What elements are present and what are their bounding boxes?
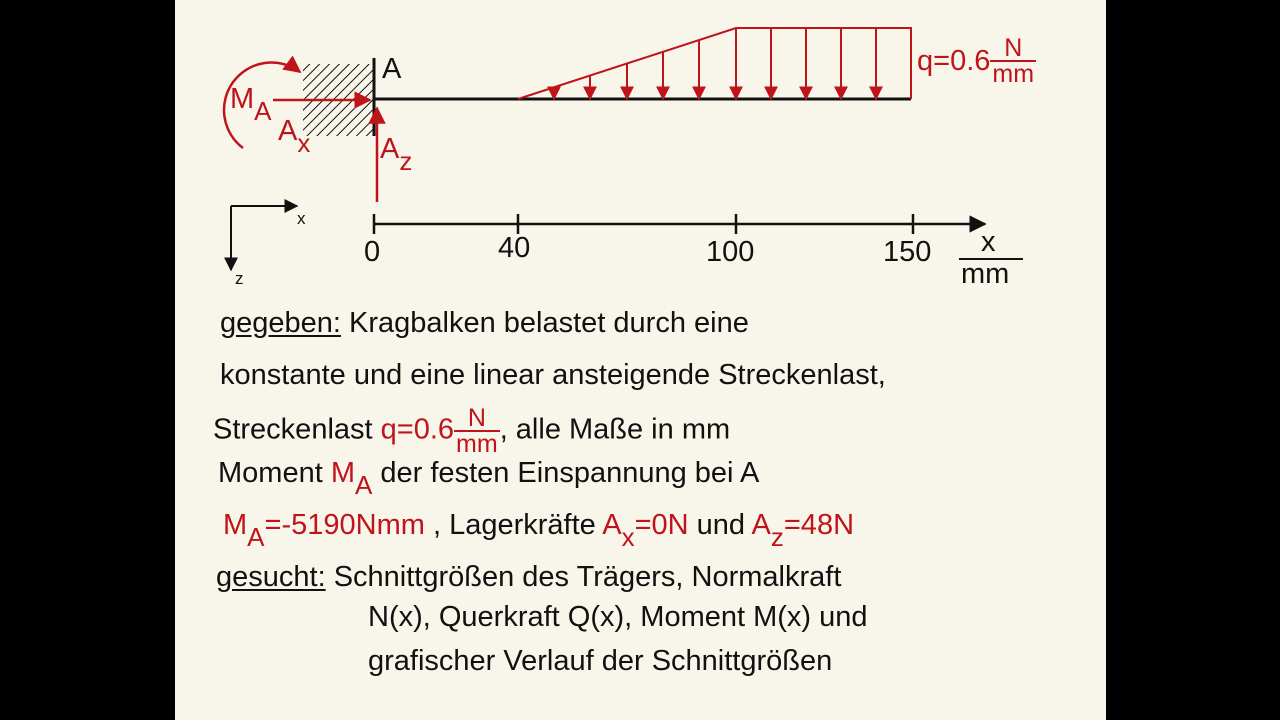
line4-pre: Moment — [218, 457, 323, 489]
given-line-5: MA=-5190Nmm , Lagerkräfte Ax=0N und Az=4… — [223, 508, 855, 552]
axis-tick-150: 150 — [883, 236, 932, 268]
moment-label: MA — [230, 83, 272, 126]
axis-tick-40: 40 — [498, 232, 531, 264]
axis-tick-marks — [372, 214, 915, 234]
line3-post: , alle Maße in mm — [499, 413, 731, 446]
line5-v1: =0N — [634, 509, 689, 541]
load-arrows — [547, 28, 883, 101]
sought-line-2: N(x), Querkraft Q(x), Moment M(x) und — [368, 601, 868, 633]
coord-z-label: z — [235, 269, 244, 288]
axis-tick-100: 100 — [706, 236, 755, 268]
coord-x-label: x — [297, 209, 306, 228]
line3-num: N — [454, 406, 500, 432]
moment-label-main: M — [230, 83, 255, 115]
support-label: A — [382, 53, 402, 85]
line4-post: der festen Einspannung bei A — [380, 457, 760, 489]
ax-label: Ax — [278, 115, 310, 158]
line5-val: =-5190Nmm — [264, 509, 425, 541]
q-label-den: mm — [992, 60, 1035, 88]
sought-line-3: grafischer Verlauf der Schnittgrößen — [368, 645, 833, 677]
line5-und: und — [696, 509, 746, 541]
line3-den: mm — [456, 430, 498, 458]
given-label: gegeben: — [220, 307, 341, 339]
line5-M: M — [223, 509, 248, 541]
moment-arrow — [222, 55, 302, 149]
sought-line-1: gesucht: Schnittgrößen des Trägers, Norm… — [216, 560, 841, 594]
given-line-1: gegeben: Kragbalken belastet durch eine — [220, 306, 749, 340]
line3-pre: Streckenlast — [213, 413, 373, 446]
q-label-num: N — [990, 36, 1037, 62]
axis-unit-den: mm — [961, 258, 1010, 290]
load-outline — [517, 27, 912, 100]
line5-v2: =48N — [783, 509, 855, 541]
line5-A2: A — [751, 509, 771, 541]
beam-diagram — [222, 27, 1023, 272]
line5-A1: A — [602, 509, 622, 541]
given-line-2: konstante und eine linear ansteigende St… — [220, 359, 886, 391]
line5-sub: A — [247, 522, 265, 552]
moment-label-sub: A — [254, 96, 272, 126]
axis-tick-0: 0 — [364, 236, 381, 268]
line3-q: q=0.6 — [380, 413, 455, 446]
axis-unit-num: x — [981, 226, 996, 258]
sought-label: gesucht: — [216, 561, 326, 593]
given-line-4: Moment MA der festen Einspannung bei A — [218, 456, 760, 500]
q-label-prefix: q=0.6 — [917, 45, 991, 77]
line5-sub1: x — [621, 522, 635, 552]
line4-sub: A — [355, 470, 373, 500]
az-label-main: A — [380, 133, 400, 165]
given-text-1: Kragbalken belastet durch eine — [349, 307, 749, 339]
line5-mid: , Lagerkräfte — [432, 509, 596, 541]
az-label-sub: z — [399, 146, 413, 176]
ax-label-sub: x — [297, 128, 311, 158]
sought-text-1: Schnittgrößen des Trägers, Normalkraft — [333, 561, 842, 593]
line5-sub2: z — [770, 522, 784, 552]
az-label: Az — [380, 133, 412, 176]
line4-M: M — [330, 457, 355, 489]
ax-label-main: A — [278, 115, 298, 147]
